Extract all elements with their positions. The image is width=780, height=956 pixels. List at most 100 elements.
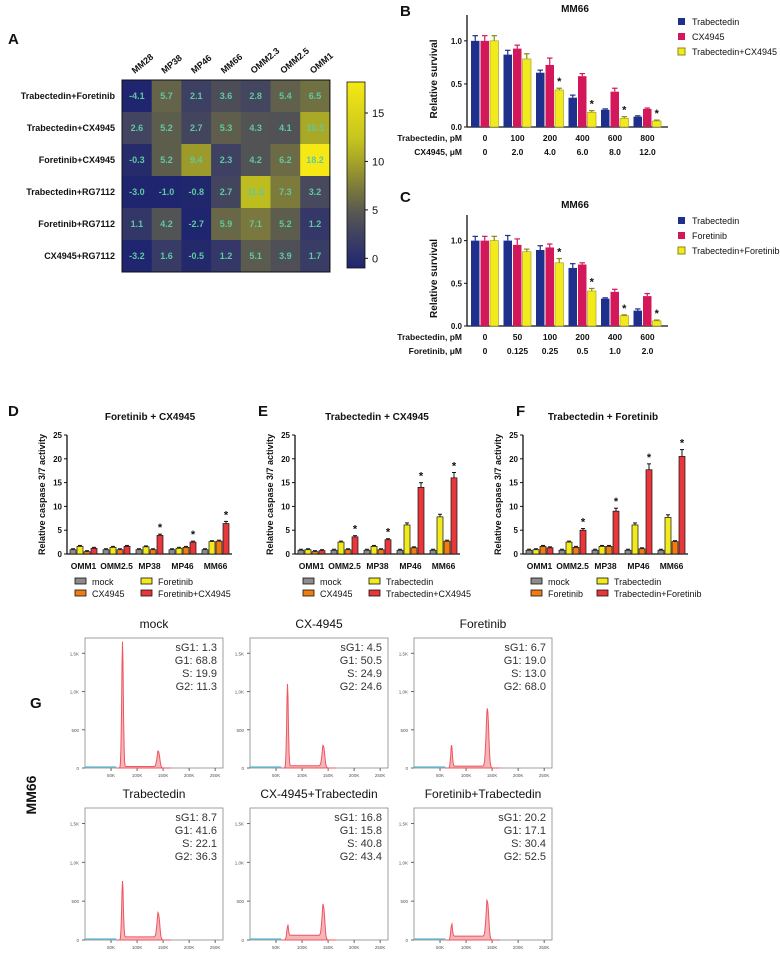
heatmap-cell <box>151 80 182 113</box>
y-tick-label: 0.0 <box>451 123 463 132</box>
x-tick-label: 100K <box>132 773 143 778</box>
x-tick-label: MP46 <box>171 561 193 571</box>
y-tick-label: 1.0 <box>451 37 463 46</box>
heatmap-cell <box>270 240 301 273</box>
x-tick-label: 250K <box>539 945 550 950</box>
heatmap-cell <box>240 208 271 241</box>
cell-cycle-stat: G2: 43.4 <box>340 851 382 863</box>
y-axis-label: Relative caspase 3/7 activity <box>265 434 275 555</box>
y-tick-label: 500 <box>236 728 244 733</box>
bar-blue <box>471 240 480 326</box>
legend-label: Trabectedin+Foretinib <box>692 246 779 256</box>
bar-cx4945 <box>182 546 190 555</box>
y-tick-label: 10 <box>53 502 62 511</box>
y-tick-label: 10 <box>281 502 290 511</box>
x-tick-label: 50K <box>107 945 115 950</box>
bar-yellow <box>554 89 564 128</box>
significance-star: * <box>622 105 627 117</box>
heatmap-column-label: MM66 <box>219 52 245 76</box>
cell-cycle-stat: G1: 15.8 <box>340 825 382 837</box>
y-tick-label: 0.0 <box>451 322 463 331</box>
x-tick-label: MP38 <box>138 561 160 571</box>
bar-cx4945 <box>443 540 451 555</box>
heatmap-cell-value: 2.6 <box>131 123 144 133</box>
heatmap-cell-value: 5.3 <box>220 123 233 133</box>
heatmap-cell <box>211 208 242 241</box>
legend-swatch <box>678 232 685 239</box>
x-tick-label: 250K <box>210 945 221 950</box>
significance-star: * <box>680 438 685 450</box>
x-tick-label: 200K <box>513 773 524 778</box>
heatmap-cell <box>181 240 212 273</box>
bar-trabectedin <box>631 524 639 555</box>
cell-cycle-stat: S: 13.0 <box>511 668 546 680</box>
heatmap-column-label: OMM2.5 <box>278 46 311 76</box>
heatmap-cell <box>240 112 271 145</box>
y-tick-label: 1,5K <box>70 822 79 827</box>
bar-trabectedin-foretinib <box>579 529 587 555</box>
x-tick-label: OMM2.5 <box>328 561 361 571</box>
bar-mock <box>330 549 338 555</box>
heatmap-cell-value: 3.2 <box>309 187 322 197</box>
heatmap-cell <box>300 112 331 145</box>
heatmap-cell-value: 6.2 <box>279 155 292 165</box>
heatmap-cell-value: 1.2 <box>309 219 322 229</box>
bar-crimson <box>545 247 554 326</box>
bar-yellow <box>587 290 597 327</box>
bar-trabectedin-cx4945 <box>351 536 359 555</box>
heatmap-cell <box>151 240 182 273</box>
x-tick-label: 100K <box>461 773 472 778</box>
bar-foretinib <box>208 541 216 555</box>
heatmap-cell-value: -3.2 <box>129 251 145 261</box>
y-tick-label: 5 <box>514 526 519 535</box>
histogram-area <box>445 898 500 941</box>
y-tick-label: 0 <box>286 550 291 559</box>
y-tick-label: 500 <box>71 728 79 733</box>
bar-blue <box>503 240 512 326</box>
legend-swatch <box>677 246 686 255</box>
bar-cx4945 <box>149 549 157 555</box>
heatmap-cell <box>122 144 153 177</box>
dose-tick-label: 400 <box>575 133 589 143</box>
dose-tick-label: 12.0 <box>639 147 656 157</box>
heatmap-border <box>121 79 331 273</box>
heatmap-row-label: Foretinib+RG7112 <box>38 219 115 229</box>
histogram-title: Foretinib+Trabectedin <box>425 787 542 801</box>
heatmap-cell-value: 4.2 <box>160 219 173 229</box>
x-tick-label: OMM1 <box>527 561 553 571</box>
dose-tick-label: 0 <box>483 332 488 342</box>
bar-mock <box>135 549 143 555</box>
heatmap-row-label: Trabectedin+Foretinib <box>21 91 116 101</box>
legend-swatch <box>596 589 609 597</box>
legend-label: Trabectedin <box>614 577 661 587</box>
bar-trabectedin <box>664 516 672 555</box>
bar-yellow <box>522 251 532 327</box>
heatmap-cell-value: 3.6 <box>220 91 233 101</box>
bar-trabectedin-foretinib <box>546 547 554 555</box>
bar-yellow <box>522 58 532 128</box>
flow-histogram: mock 0 500 1,0K 1,5K 50K 100K 150K 200K 250K sG1: … <box>70 617 224 778</box>
bar-foretinib-cx4945 <box>123 546 131 555</box>
y-tick-label: 25 <box>281 431 290 440</box>
heatmap-cell-value: 1.7 <box>309 251 322 261</box>
bar-yellow <box>489 240 499 327</box>
bar-foretinib <box>76 546 84 555</box>
y-tick-label: 5 <box>58 526 63 535</box>
bar-foretinib <box>572 546 580 555</box>
bar-trabectedin <box>304 549 312 555</box>
cell-cycle-stat: S: 24.9 <box>347 668 382 680</box>
x-tick-label: 100K <box>297 945 308 950</box>
y-tick-label: 0 <box>241 938 244 943</box>
significance-star: * <box>655 308 660 320</box>
legend-label: CX4945 <box>692 32 725 42</box>
dose-tick-label: 200 <box>575 332 589 342</box>
cell-cycle-stat: G2: 24.6 <box>340 681 382 693</box>
cell-cycle-stat: G1: 68.8 <box>175 655 217 667</box>
heatmap-cell <box>240 144 271 177</box>
bar-mock <box>102 549 110 555</box>
bar-mock <box>201 549 209 555</box>
bar-trabectedin-cx4945 <box>384 539 392 555</box>
dose-tick-label: 2.0 <box>512 147 524 157</box>
cell-cycle-stat: G2: 68.0 <box>504 681 546 693</box>
dose-tick-label: 4.0 <box>544 147 556 157</box>
